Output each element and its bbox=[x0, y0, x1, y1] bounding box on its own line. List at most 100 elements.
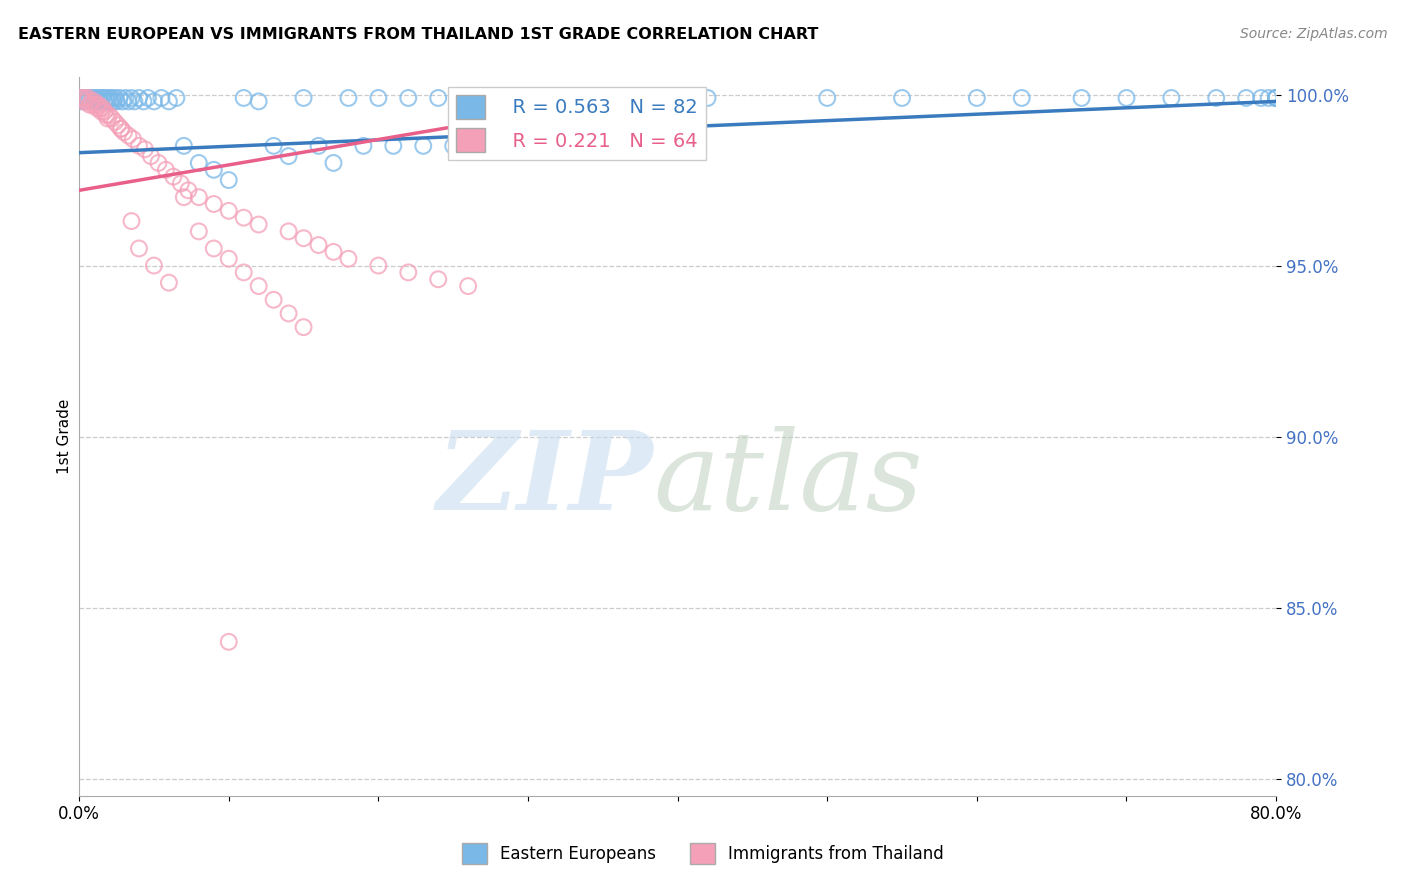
Point bbox=[263, 139, 285, 153]
Point bbox=[77, 91, 100, 105]
Legend: Eastern Europeans, Immigrants from Thailand: Eastern Europeans, Immigrants from Thail… bbox=[456, 837, 950, 871]
Point bbox=[72, 95, 94, 109]
Point bbox=[80, 95, 103, 109]
Point bbox=[352, 139, 374, 153]
Point bbox=[101, 112, 124, 126]
Point bbox=[86, 95, 108, 109]
Point bbox=[162, 169, 184, 184]
Point bbox=[277, 224, 299, 238]
Point bbox=[177, 183, 200, 197]
Point bbox=[148, 156, 170, 170]
Point bbox=[367, 259, 389, 273]
Point bbox=[70, 95, 93, 109]
Point bbox=[966, 91, 988, 105]
Point bbox=[110, 121, 132, 136]
Point bbox=[157, 95, 180, 109]
Point bbox=[84, 97, 107, 112]
Point bbox=[84, 91, 107, 105]
Point bbox=[128, 242, 150, 256]
Point bbox=[121, 91, 143, 105]
Point bbox=[308, 139, 330, 153]
Point bbox=[107, 119, 129, 133]
Text: Source: ZipAtlas.com: Source: ZipAtlas.com bbox=[1240, 27, 1388, 41]
Point bbox=[1011, 91, 1033, 105]
Point bbox=[96, 112, 118, 126]
Text: atlas: atlas bbox=[654, 426, 924, 533]
Point bbox=[277, 149, 299, 163]
Point bbox=[322, 156, 344, 170]
Legend:   R = 0.563   N = 82,   R = 0.221   N = 64: R = 0.563 N = 82, R = 0.221 N = 64 bbox=[449, 87, 706, 160]
Point bbox=[337, 252, 360, 266]
Point bbox=[83, 95, 105, 109]
Point bbox=[396, 91, 419, 105]
Point bbox=[472, 139, 495, 153]
Point bbox=[134, 142, 156, 156]
Point bbox=[94, 108, 117, 122]
Point bbox=[576, 91, 599, 105]
Point bbox=[232, 91, 254, 105]
Point bbox=[150, 91, 173, 105]
Point bbox=[94, 91, 117, 105]
Point bbox=[128, 91, 150, 105]
Point bbox=[90, 91, 112, 105]
Point bbox=[69, 91, 91, 105]
Point bbox=[292, 320, 315, 334]
Point bbox=[142, 259, 165, 273]
Point bbox=[104, 115, 127, 129]
Point bbox=[427, 91, 450, 105]
Point bbox=[89, 101, 111, 115]
Point bbox=[277, 306, 299, 320]
Point bbox=[441, 139, 464, 153]
Point bbox=[457, 91, 479, 105]
Point bbox=[202, 162, 225, 177]
Point bbox=[117, 95, 139, 109]
Point bbox=[263, 293, 285, 307]
Point bbox=[202, 242, 225, 256]
Point bbox=[98, 91, 121, 105]
Point bbox=[412, 139, 434, 153]
Point bbox=[1257, 91, 1279, 105]
Point bbox=[427, 272, 450, 286]
Point bbox=[93, 95, 115, 109]
Point bbox=[232, 211, 254, 225]
Point bbox=[117, 128, 139, 143]
Point bbox=[91, 101, 114, 115]
Point bbox=[87, 91, 110, 105]
Point bbox=[93, 104, 115, 119]
Point bbox=[139, 149, 162, 163]
Point bbox=[100, 95, 122, 109]
Point bbox=[132, 95, 155, 109]
Point bbox=[202, 197, 225, 211]
Point bbox=[121, 214, 143, 228]
Point bbox=[187, 224, 209, 238]
Point bbox=[218, 173, 240, 187]
Point bbox=[103, 95, 125, 109]
Point bbox=[1250, 91, 1272, 105]
Point bbox=[308, 238, 330, 252]
Point bbox=[83, 95, 105, 109]
Point bbox=[1070, 91, 1092, 105]
Point bbox=[122, 132, 145, 146]
Point bbox=[1265, 91, 1288, 105]
Point bbox=[77, 95, 100, 109]
Point bbox=[75, 91, 97, 105]
Point bbox=[1265, 91, 1288, 105]
Point bbox=[105, 95, 128, 109]
Point bbox=[155, 162, 177, 177]
Point bbox=[82, 97, 104, 112]
Point bbox=[637, 91, 659, 105]
Point bbox=[112, 125, 135, 139]
Point bbox=[69, 91, 91, 105]
Point bbox=[110, 121, 132, 136]
Point bbox=[173, 139, 195, 153]
Point bbox=[104, 91, 127, 105]
Point bbox=[396, 265, 419, 279]
Point bbox=[1265, 91, 1288, 105]
Point bbox=[1234, 91, 1257, 105]
Y-axis label: 1st Grade: 1st Grade bbox=[58, 399, 72, 475]
Point bbox=[87, 97, 110, 112]
Point bbox=[96, 95, 118, 109]
Point bbox=[89, 95, 111, 109]
Point bbox=[136, 91, 159, 105]
Point bbox=[142, 95, 165, 109]
